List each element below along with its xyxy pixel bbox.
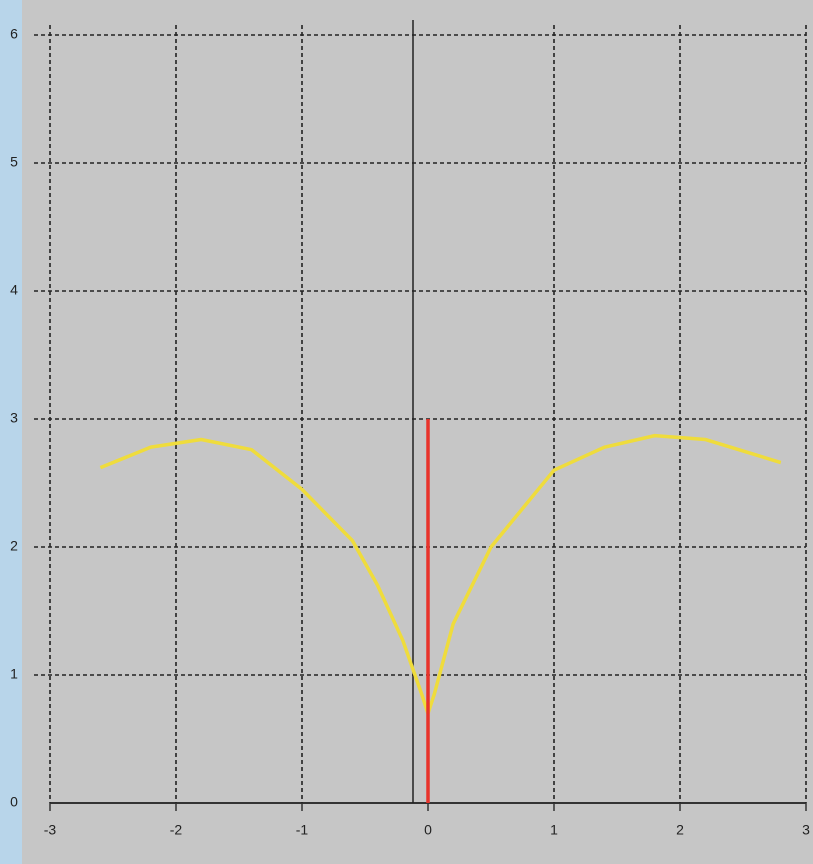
x-tick-label: 2 [676, 822, 684, 838]
y-tick-label: 1 [10, 666, 18, 682]
plot-background [22, 0, 813, 864]
x-tick-label: 3 [802, 822, 810, 838]
x-tick-label: 1 [550, 822, 558, 838]
x-tick-label: -1 [296, 822, 309, 838]
y-tick-label: 4 [10, 282, 18, 298]
y-tick-label: 2 [10, 538, 18, 554]
y-tick-label: 3 [10, 410, 18, 426]
y-tick-label: 6 [10, 26, 18, 42]
chart: 0 1 2 3 4 5 6 -3 -2 -1 0 1 2 3 [0, 0, 813, 864]
y-tick-label: 5 [10, 154, 18, 170]
x-tick-label: -3 [44, 822, 57, 838]
y-tick-label: 0 [10, 794, 18, 810]
x-tick-label: -2 [170, 822, 183, 838]
x-tick-label: 0 [424, 822, 432, 838]
